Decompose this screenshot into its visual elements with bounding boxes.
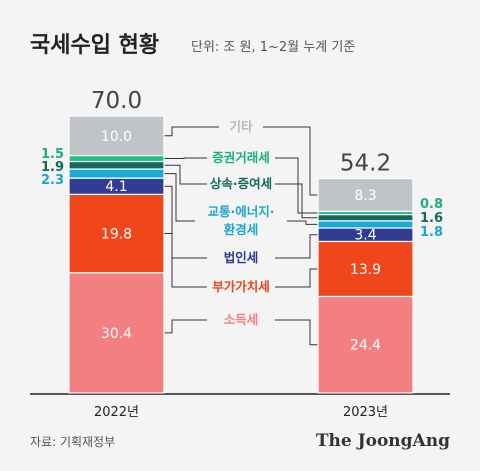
leader-lines	[164, 126, 318, 346]
leader-line	[164, 173, 195, 222]
data-label: 1.5	[41, 147, 64, 162]
leader-line	[164, 164, 207, 185]
bar-segment	[317, 177, 414, 212]
chart-title: 국세수입 현황	[30, 33, 159, 58]
labels-group: 70.0 2022년 54.2 2023년 30.4 19.8 4.1 2.31.91.5 10…	[41, 88, 443, 420]
source-note: 자료: 기획재정부	[30, 435, 115, 449]
legend-label: 법인세	[224, 250, 259, 265]
leader-line	[164, 126, 219, 137]
leader-line	[287, 220, 318, 225]
bar-segment	[317, 213, 414, 222]
bar-segment	[68, 115, 165, 157]
bar-segment	[68, 168, 165, 179]
leader-line	[164, 185, 207, 259]
leader-line	[263, 126, 318, 196]
data-label: 8.3	[354, 188, 376, 204]
category-label: 2022년	[94, 405, 139, 420]
total-label: 54.2	[340, 151, 391, 177]
leader-line	[164, 233, 207, 288]
legend-label: 상속·증여세	[210, 176, 272, 191]
data-label: 0.8	[420, 197, 443, 212]
bar-segment	[68, 154, 165, 163]
data-label: 1.8	[420, 225, 443, 240]
leader-line	[275, 319, 318, 346]
data-label: 4.1	[105, 179, 127, 195]
data-label: 19.8	[101, 227, 132, 243]
bar-segment	[68, 193, 165, 274]
bar-segment	[317, 295, 414, 394]
data-label: 13.9	[350, 262, 381, 278]
leader-line	[275, 234, 318, 259]
data-label: 3.4	[354, 228, 376, 244]
category-label: 2023년	[343, 405, 388, 420]
legend-label: 부가가치세	[212, 279, 270, 294]
legend-label: 소득세	[224, 312, 259, 327]
data-label: 10.0	[101, 129, 132, 145]
legend-label: 교통·에너지·	[208, 204, 275, 219]
legend-label: 증권거래세	[212, 150, 270, 165]
leader-line	[164, 319, 207, 334]
total-label: 70.0	[91, 88, 142, 114]
bars-group	[68, 115, 414, 394]
brand-logo: The JoongAng	[316, 431, 450, 451]
data-label: 1.6	[420, 211, 443, 226]
bar-segment	[68, 272, 165, 394]
chart-subtitle: 단위: 조 원, 1~2월 누계 기준	[191, 40, 355, 55]
bar-segment	[317, 240, 414, 298]
legend-label: 기타	[229, 119, 253, 134]
data-label: 1.9	[41, 160, 64, 175]
leader-line	[275, 157, 318, 214]
legend-label: 환경세	[224, 222, 259, 237]
data-label: 24.4	[350, 338, 381, 354]
leader-line	[275, 268, 318, 288]
data-label: 2.3	[41, 173, 64, 188]
leader-line	[275, 183, 318, 219]
leader-line	[164, 157, 207, 160]
data-label: 30.4	[101, 326, 132, 342]
bar-segment	[68, 160, 165, 170]
